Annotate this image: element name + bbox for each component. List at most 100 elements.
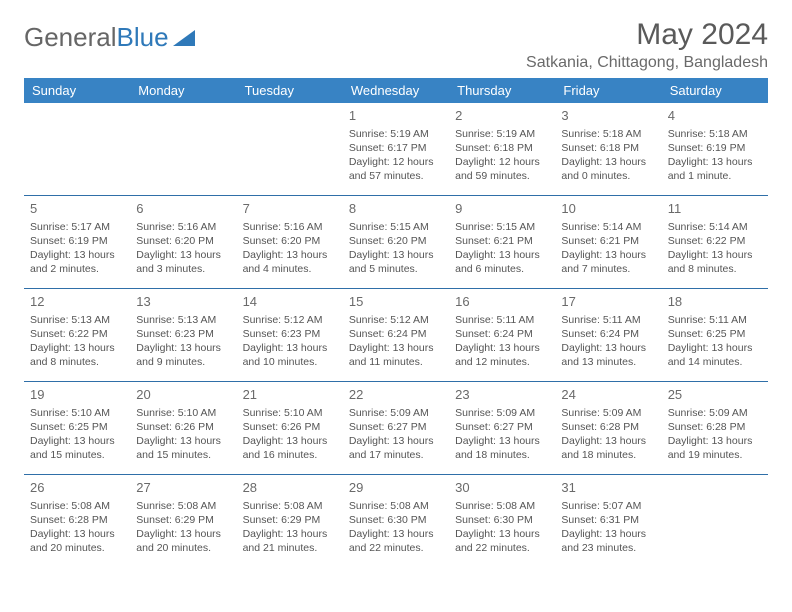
day-number: 4 <box>668 107 762 125</box>
day-number: 14 <box>243 293 337 311</box>
day-number: 31 <box>561 479 655 497</box>
month-title: May 2024 <box>526 18 768 52</box>
day-number: 3 <box>561 107 655 125</box>
title-block: May 2024 Satkania, Chittagong, Banglades… <box>526 18 768 72</box>
calendar-day-cell: 30 Sunrise: 5:08 AMSunset: 6:30 PMDayligh… <box>449 475 555 567</box>
calendar-day-cell: 13 Sunrise: 5:13 AMSunset: 6:23 PMDayligh… <box>130 289 236 381</box>
day-info: Sunrise: 5:12 AMSunset: 6:24 PMDaylight:… <box>349 313 443 370</box>
day-number: 2 <box>455 107 549 125</box>
day-info: Sunrise: 5:10 AMSunset: 6:26 PMDaylight:… <box>243 406 337 463</box>
calendar-table: Sunday Monday Tuesday Wednesday Thursday… <box>24 78 768 567</box>
calendar-day-cell: 20 Sunrise: 5:10 AMSunset: 6:26 PMDayligh… <box>130 382 236 474</box>
calendar-day-cell: 24Sunrise: 5:09 AMSunset: 6:28 PMDayligh… <box>555 382 661 474</box>
day-info: Sunrise: 5:13 AMSunset: 6:22 PMDaylight:… <box>30 313 124 370</box>
weekday-header: Wednesday <box>343 78 449 103</box>
day-info: Sunrise: 5:08 AMSunset: 6:29 PMDaylight:… <box>243 499 337 556</box>
brand-part1: General <box>24 22 117 53</box>
calendar-day-cell: 11Sunrise: 5:14 AMSunset: 6:22 PMDayligh… <box>662 196 768 288</box>
calendar-day-cell: 1 Sunrise: 5:19 AMSunset: 6:17 PMDaylight… <box>343 103 449 195</box>
day-info: Sunrise: 5:11 AMSunset: 6:24 PMDaylight:… <box>561 313 655 370</box>
day-number: 20 <box>136 386 230 404</box>
day-info: Sunrise: 5:13 AMSunset: 6:23 PMDaylight:… <box>136 313 230 370</box>
calendar-day-cell: 6 Sunrise: 5:16 AMSunset: 6:20 PMDaylight… <box>130 196 236 288</box>
day-info: Sunrise: 5:10 AMSunset: 6:26 PMDaylight:… <box>136 406 230 463</box>
calendar-body: 1 Sunrise: 5:19 AMSunset: 6:17 PMDaylight… <box>24 103 768 567</box>
day-number: 7 <box>243 200 337 218</box>
calendar-day-cell: 7 Sunrise: 5:16 AMSunset: 6:20 PMDaylight… <box>237 196 343 288</box>
day-info: Sunrise: 5:09 AMSunset: 6:28 PMDaylight:… <box>561 406 655 463</box>
calendar-week-row: 26 Sunrise: 5:08 AMSunset: 6:28 PMDayligh… <box>24 475 768 567</box>
day-number: 17 <box>561 293 655 311</box>
day-info: Sunrise: 5:17 AMSunset: 6:19 PMDaylight:… <box>30 220 124 277</box>
day-info: Sunrise: 5:14 AMSunset: 6:21 PMDaylight:… <box>561 220 655 277</box>
day-info: Sunrise: 5:14 AMSunset: 6:22 PMDaylight:… <box>668 220 762 277</box>
day-info: Sunrise: 5:11 AMSunset: 6:25 PMDaylight:… <box>668 313 762 370</box>
calendar-day-cell: 18 Sunrise: 5:11 AMSunset: 6:25 PMDayligh… <box>662 289 768 381</box>
day-number: 22 <box>349 386 443 404</box>
day-info: Sunrise: 5:10 AMSunset: 6:25 PMDaylight:… <box>30 406 124 463</box>
day-info: Sunrise: 5:12 AMSunset: 6:23 PMDaylight:… <box>243 313 337 370</box>
calendar-empty-cell <box>130 103 236 195</box>
day-info: Sunrise: 5:18 AMSunset: 6:19 PMDaylight:… <box>668 127 762 184</box>
brand-triangle-icon <box>173 30 195 46</box>
day-number: 12 <box>30 293 124 311</box>
day-info: Sunrise: 5:19 AMSunset: 6:18 PMDaylight:… <box>455 127 549 184</box>
day-number: 13 <box>136 293 230 311</box>
day-info: Sunrise: 5:08 AMSunset: 6:28 PMDaylight:… <box>30 499 124 556</box>
day-info: Sunrise: 5:19 AMSunset: 6:17 PMDaylight:… <box>349 127 443 184</box>
calendar-day-cell: 26 Sunrise: 5:08 AMSunset: 6:28 PMDayligh… <box>24 475 130 567</box>
day-info: Sunrise: 5:16 AMSunset: 6:20 PMDaylight:… <box>136 220 230 277</box>
calendar-day-cell: 9Sunrise: 5:15 AMSunset: 6:21 PMDaylight… <box>449 196 555 288</box>
day-info: Sunrise: 5:09 AMSunset: 6:27 PMDaylight:… <box>455 406 549 463</box>
calendar-day-cell: 14 Sunrise: 5:12 AMSunset: 6:23 PMDayligh… <box>237 289 343 381</box>
calendar-empty-cell <box>24 103 130 195</box>
calendar-week-row: 19Sunrise: 5:10 AMSunset: 6:25 PMDayligh… <box>24 382 768 474</box>
location-text: Satkania, Chittagong, Bangladesh <box>526 54 768 72</box>
day-info: Sunrise: 5:15 AMSunset: 6:20 PMDaylight:… <box>349 220 443 277</box>
calendar-day-cell: 19Sunrise: 5:10 AMSunset: 6:25 PMDayligh… <box>24 382 130 474</box>
calendar-day-cell: 23Sunrise: 5:09 AMSunset: 6:27 PMDayligh… <box>449 382 555 474</box>
day-number: 18 <box>668 293 762 311</box>
weekday-header: Monday <box>130 78 236 103</box>
calendar-day-cell: 15 Sunrise: 5:12 AMSunset: 6:24 PMDayligh… <box>343 289 449 381</box>
calendar-day-cell: 16Sunrise: 5:11 AMSunset: 6:24 PMDayligh… <box>449 289 555 381</box>
calendar-day-cell: 29Sunrise: 5:08 AMSunset: 6:30 PMDayligh… <box>343 475 449 567</box>
weekday-header: Friday <box>555 78 661 103</box>
calendar-day-cell: 21Sunrise: 5:10 AMSunset: 6:26 PMDayligh… <box>237 382 343 474</box>
day-number: 27 <box>136 479 230 497</box>
day-info: Sunrise: 5:16 AMSunset: 6:20 PMDaylight:… <box>243 220 337 277</box>
calendar-week-row: 1 Sunrise: 5:19 AMSunset: 6:17 PMDaylight… <box>24 103 768 195</box>
calendar-day-cell: 27 Sunrise: 5:08 AMSunset: 6:29 PMDayligh… <box>130 475 236 567</box>
calendar-day-cell: 25 Sunrise: 5:09 AMSunset: 6:28 PMDayligh… <box>662 382 768 474</box>
calendar-day-cell: 3 Sunrise: 5:18 AMSunset: 6:18 PMDaylight… <box>555 103 661 195</box>
day-info: Sunrise: 5:09 AMSunset: 6:28 PMDaylight:… <box>668 406 762 463</box>
day-info: Sunrise: 5:11 AMSunset: 6:24 PMDaylight:… <box>455 313 549 370</box>
calendar-week-row: 5 Sunrise: 5:17 AMSunset: 6:19 PMDaylight… <box>24 196 768 288</box>
day-number: 1 <box>349 107 443 125</box>
day-number: 29 <box>349 479 443 497</box>
calendar-day-cell: 8Sunrise: 5:15 AMSunset: 6:20 PMDaylight… <box>343 196 449 288</box>
day-number: 26 <box>30 479 124 497</box>
calendar-day-cell: 4 Sunrise: 5:18 AMSunset: 6:19 PMDaylight… <box>662 103 768 195</box>
day-number: 9 <box>455 200 549 218</box>
day-number: 10 <box>561 200 655 218</box>
day-number: 25 <box>668 386 762 404</box>
weekday-header: Saturday <box>662 78 768 103</box>
calendar-week-row: 12 Sunrise: 5:13 AMSunset: 6:22 PMDayligh… <box>24 289 768 381</box>
day-number: 15 <box>349 293 443 311</box>
day-info: Sunrise: 5:18 AMSunset: 6:18 PMDaylight:… <box>561 127 655 184</box>
day-info: Sunrise: 5:07 AMSunset: 6:31 PMDaylight:… <box>561 499 655 556</box>
day-info: Sunrise: 5:08 AMSunset: 6:30 PMDaylight:… <box>455 499 549 556</box>
weekday-header-row: Sunday Monday Tuesday Wednesday Thursday… <box>24 78 768 103</box>
calendar-day-cell: 31 Sunrise: 5:07 AMSunset: 6:31 PMDayligh… <box>555 475 661 567</box>
day-number: 28 <box>243 479 337 497</box>
day-number: 5 <box>30 200 124 218</box>
brand-logo: GeneralBlue <box>24 18 195 53</box>
calendar-day-cell: 5 Sunrise: 5:17 AMSunset: 6:19 PMDaylight… <box>24 196 130 288</box>
calendar-day-cell: 28 Sunrise: 5:08 AMSunset: 6:29 PMDayligh… <box>237 475 343 567</box>
weekday-header: Thursday <box>449 78 555 103</box>
day-number: 30 <box>455 479 549 497</box>
day-info: Sunrise: 5:09 AMSunset: 6:27 PMDaylight:… <box>349 406 443 463</box>
day-number: 6 <box>136 200 230 218</box>
day-info: Sunrise: 5:08 AMSunset: 6:29 PMDaylight:… <box>136 499 230 556</box>
